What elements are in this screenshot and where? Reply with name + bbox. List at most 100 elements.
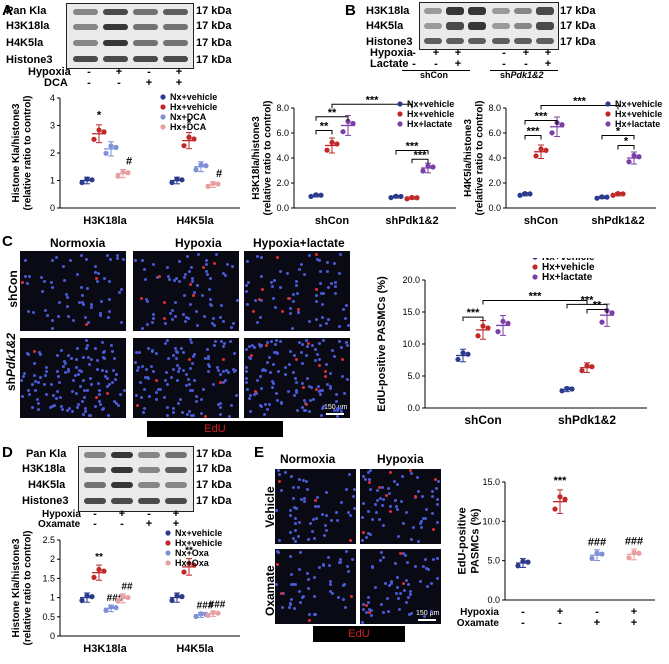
data-point: [549, 130, 555, 136]
data-point: [308, 193, 314, 200]
cell-nucleus: [307, 577, 311, 581]
chart-b1: 0.0 2.0 4.0 6.0 8.0H3K18la/histone3(relative…: [251, 94, 456, 227]
treatment-label: Hypoxia: [460, 607, 499, 618]
cell-nucleus: [154, 390, 158, 394]
legend-swatch: [605, 121, 611, 127]
cell-nucleus: [336, 596, 340, 600]
row-label: shCon: [6, 270, 20, 308]
cell-nucleus: [27, 274, 31, 278]
cell-nucleus: [334, 393, 338, 397]
edu-positive-cell: [314, 388, 318, 392]
x-tick-label: shPdk1&2: [591, 215, 644, 227]
legend-entry: Hx+lactate: [615, 119, 660, 129]
cell-nucleus: [271, 382, 275, 386]
micrograph: [360, 469, 441, 544]
cell-nucleus: [351, 495, 355, 499]
cell-nucleus: [221, 380, 225, 384]
cell-nucleus: [300, 362, 304, 366]
cell-nucleus: [338, 557, 342, 561]
cell-nucleus: [223, 342, 227, 346]
cell-nucleus: [339, 253, 343, 257]
legend-entry: Nx+vehicle: [542, 258, 595, 263]
cell-nucleus: [217, 403, 221, 407]
cell-nucleus: [324, 363, 328, 367]
cell-nucleus: [277, 539, 281, 543]
edu-positive-cell: [323, 370, 327, 374]
cell-nucleus: [167, 278, 171, 282]
cell-nucleus: [383, 581, 387, 585]
chart-e: 0.0 5.0 10.0 15.0 EdU-positivePASMCs (%) *** #…: [457, 475, 655, 629]
cell-nucleus: [292, 506, 296, 510]
cell-nucleus: [319, 291, 323, 295]
cell-nucleus: [435, 557, 439, 561]
cell-nucleus: [345, 304, 349, 308]
cell-nucleus: [181, 312, 185, 316]
cell-nucleus: [195, 284, 199, 288]
cell-nucleus: [134, 394, 138, 398]
cell-nucleus: [200, 293, 204, 297]
cell-nucleus: [136, 366, 140, 370]
cell-nucleus: [152, 312, 156, 316]
cell-nucleus: [93, 346, 97, 350]
cell-nucleus: [276, 352, 280, 356]
data-point: [91, 136, 97, 142]
y-tick-label: 15.0: [402, 307, 420, 317]
cell-nucleus: [412, 525, 416, 529]
cell-nucleus: [262, 413, 266, 417]
cell-nucleus: [308, 384, 312, 388]
cell-nucleus: [336, 408, 340, 412]
sign: -: [93, 508, 97, 520]
cell-nucleus: [276, 398, 280, 402]
cell-nucleus: [436, 480, 440, 484]
data-point: [179, 177, 185, 183]
sign: -: [502, 58, 506, 70]
cell-nucleus: [190, 266, 194, 270]
cell-nucleus: [172, 354, 176, 358]
y-tick-label: 4: [50, 93, 55, 103]
cell-nucleus: [279, 286, 283, 290]
cell-nucleus: [94, 405, 98, 409]
cell-nucleus: [113, 377, 117, 381]
cell-nucleus: [326, 286, 330, 290]
cell-nucleus: [416, 540, 420, 544]
cell-nucleus: [306, 345, 310, 349]
cell-nucleus: [191, 389, 195, 393]
cell-nucleus: [408, 590, 412, 594]
cell-nucleus: [89, 357, 93, 361]
edu-positive-cell: [275, 256, 279, 260]
edu-positive-cell: [388, 509, 392, 513]
cell-nucleus: [74, 365, 78, 369]
y-tick-label: 20.0: [402, 275, 420, 285]
edu-positive-cell: [219, 381, 223, 385]
cell-nucleus: [94, 270, 98, 274]
cell-nucleus: [328, 387, 332, 391]
data-point: [324, 147, 330, 153]
cell-nucleus: [319, 324, 323, 328]
sign: +: [145, 518, 153, 530]
sign: +: [172, 508, 180, 520]
cell-nucleus: [142, 268, 146, 272]
micrograph: 150 μm: [360, 549, 441, 624]
cell-nucleus: [177, 370, 181, 374]
cell-nucleus: [283, 365, 287, 369]
cell-nucleus: [219, 372, 223, 376]
cell-nucleus: [271, 285, 275, 289]
cell-nucleus: [341, 374, 345, 378]
sign: -: [412, 47, 416, 59]
cell-nucleus: [334, 511, 338, 515]
cell-nucleus: [72, 319, 76, 323]
cell-nucleus: [26, 309, 30, 313]
cell-nucleus: [297, 485, 301, 489]
cell-nucleus: [86, 320, 90, 324]
sign: -: [434, 58, 438, 70]
legend-swatch: [165, 530, 171, 536]
cell-nucleus: [219, 316, 223, 320]
cell-nucleus: [136, 368, 140, 372]
cell-nucleus: [341, 308, 345, 312]
cell-nucleus: [290, 598, 293, 602]
x-tick-label: H4K5la: [176, 643, 214, 655]
cell-nucleus: [405, 579, 409, 583]
cell-nucleus: [106, 253, 110, 257]
cell-nucleus: [382, 555, 386, 559]
cell-nucleus: [184, 316, 188, 320]
